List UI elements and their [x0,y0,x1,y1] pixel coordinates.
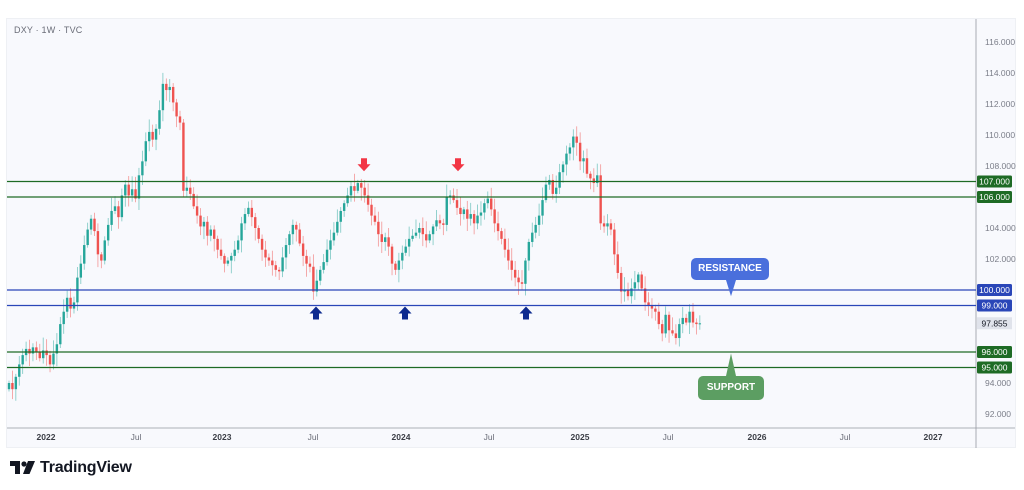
last-price-badge [977,317,1012,330]
level-price-badge [977,361,1012,374]
time-tick: Jul [840,432,851,442]
price-tick: 112.000 [985,99,1015,109]
level-price-label: 99.000 [982,301,1008,311]
time-tick: 2023 [213,432,232,442]
up-arrow-icon [398,306,412,320]
level-price-badge [977,284,1012,296]
level-price-label: 107.000 [979,177,1010,187]
price-tick: 108.000 [985,161,1016,171]
time-tick: 2027 [924,432,943,442]
last-price-label: 97.855 [982,318,1008,328]
down-arrow-icon [357,158,371,172]
level-price-badge [977,346,1012,358]
level-price-badge [977,299,1012,312]
tradingview-logo-icon [10,461,35,474]
candles [7,72,702,401]
symbol-legend: DXY · 1W · TVC [14,25,83,35]
price-tick: 92.000 [985,409,1011,419]
price-tick: 116.000 [985,37,1015,47]
down-arrow-icon [451,158,465,172]
time-tick: Jul [484,432,495,442]
tradingview-logo[interactable]: TradingView [10,459,132,477]
time-tick: 2022 [37,432,56,442]
support-callout: SUPPORT [698,376,764,400]
price-tick: 114.000 [985,68,1015,78]
up-arrow-icon [309,306,323,320]
price-tick: 94.000 [985,378,1011,388]
resistance-label: RESISTANCE [698,263,762,274]
time-tick: 2025 [571,432,590,442]
price-tick: 104.000 [985,223,1016,233]
support-label: SUPPORT [706,382,756,393]
resistance-callout-pointer [726,280,736,297]
time-tick: 2026 [748,432,767,442]
tradingview-wordmark: TradingView [40,459,132,476]
price-tick: 102.000 [985,254,1016,264]
level-price-label: 106.000 [979,192,1010,202]
level-price-label: 95.000 [982,363,1008,373]
resistance-callout: RESISTANCE [691,258,769,280]
price-tick: 110.000 [985,130,1015,140]
level-price-label: 100.000 [979,285,1010,295]
up-arrow-icon [519,306,533,320]
level-price-label: 96.000 [982,347,1008,357]
time-tick: Jul [663,432,674,442]
support-callout-pointer [726,353,736,376]
level-price-badge [977,191,1012,203]
time-tick: 2024 [392,432,411,442]
level-price-badge [977,175,1012,188]
time-tick: Jul [131,432,142,442]
time-tick: Jul [308,432,319,442]
